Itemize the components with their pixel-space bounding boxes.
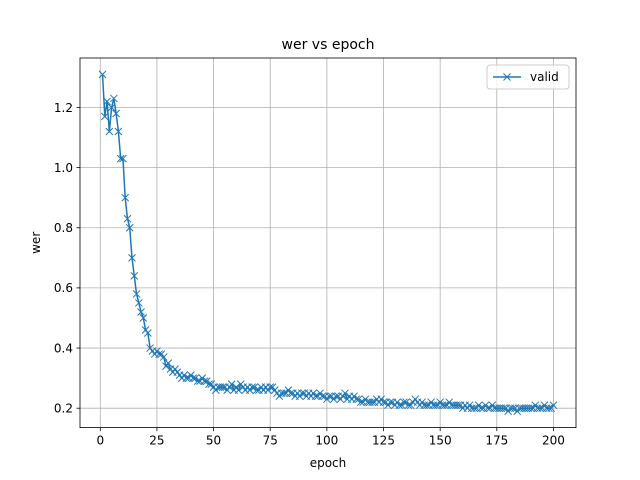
data-point-marker: [132, 290, 141, 298]
data-point-marker: [404, 401, 413, 410]
data-point-marker: [508, 404, 517, 413]
data-point-marker: [114, 127, 123, 136]
data-point-marker: [103, 97, 111, 106]
data-point-marker: [100, 112, 109, 121]
data-point-marker: [440, 401, 449, 410]
data-point-marker: [357, 398, 365, 407]
y-axis-label: wer: [29, 232, 43, 254]
y-tick-label: 1.0: [54, 161, 73, 175]
data-point-marker: [200, 377, 209, 385]
data-point-marker: [311, 392, 320, 401]
x-tick-label: 100: [315, 434, 338, 448]
x-axis-label: epoch: [310, 456, 347, 470]
x-tick-label: 50: [206, 434, 221, 448]
data-point-marker: [139, 314, 148, 322]
data-point-marker: [379, 398, 388, 407]
legend: valid: [486, 64, 570, 90]
y-tick-label: 0.8: [54, 221, 73, 235]
legend-label: valid: [530, 70, 559, 84]
data-point-marker: [193, 377, 202, 385]
data-point-marker: [549, 401, 558, 410]
x-tick-label: 200: [542, 434, 565, 448]
data-point-marker: [252, 386, 261, 395]
legend-marker: [503, 73, 511, 81]
data-point-marker: [107, 103, 116, 112]
data-point-marker: [341, 389, 349, 398]
data-point-marker: [128, 253, 136, 262]
data-point-marker: [119, 154, 127, 163]
data-point-marker: [164, 359, 173, 367]
data-point-marker: [110, 94, 118, 103]
data-point-marker: [155, 350, 164, 358]
data-point-marker: [483, 404, 492, 413]
data-point-marker: [526, 404, 535, 413]
data-point-marker: [98, 70, 107, 79]
data-point-marker: [205, 380, 213, 388]
data-point-marker: [159, 353, 168, 361]
chart-title: wer vs epoch: [282, 37, 375, 53]
data-point-marker: [248, 383, 256, 392]
y-tick-label: 0.2: [54, 402, 73, 416]
grid: [80, 58, 576, 428]
y-tick-label: 1.2: [54, 101, 73, 115]
data-point-marker: [218, 383, 227, 392]
data-point-marker: [137, 308, 145, 316]
x-tick-label: 25: [149, 434, 164, 448]
data-point-marker: [332, 392, 340, 401]
y-tick-label: 0.4: [54, 341, 73, 355]
data-point-marker: [395, 401, 404, 410]
data-point-marker: [123, 214, 132, 223]
data-point-marker: [400, 398, 408, 407]
data-point-marker: [189, 374, 198, 382]
data-point-marker: [536, 404, 544, 413]
data-point-marker: [105, 127, 114, 136]
data-point-marker: [144, 329, 152, 337]
data-point-marker: [422, 401, 431, 410]
plot-area-frame: [79, 57, 577, 429]
data-point-marker: [431, 401, 440, 410]
data-point-marker: [325, 392, 333, 401]
data-point-marker: [499, 404, 508, 413]
data-point-marker: [477, 404, 485, 413]
data-point-marker: [318, 392, 327, 401]
series-layer: [98, 70, 558, 416]
y-axis: 0.2 0.4 0.6 0.8 1.0 1.2: [54, 101, 80, 416]
x-axis: 0 25 50 75 100 125 150 175 200: [96, 427, 565, 448]
data-point-marker: [286, 389, 295, 398]
data-point-marker: [130, 272, 139, 280]
data-point-marker: [112, 109, 120, 118]
data-point-marker: [234, 386, 243, 395]
x-tick-label: 175: [485, 434, 508, 448]
data-point-marker: [279, 389, 288, 398]
y-tick-label: 0.6: [54, 281, 73, 295]
data-point-marker: [470, 404, 479, 413]
data-point-marker: [266, 383, 275, 392]
data-point-marker: [454, 401, 463, 410]
data-point-marker: [386, 398, 395, 407]
x-tick-label: 75: [263, 434, 278, 448]
data-point-marker: [116, 154, 125, 163]
x-tick-label: 150: [429, 434, 452, 448]
x-tick-label: 0: [96, 434, 104, 448]
data-point-marker: [227, 380, 236, 388]
data-point-marker: [545, 404, 553, 413]
x-tick-label: 125: [372, 434, 395, 448]
data-point-marker: [125, 223, 134, 232]
data-point-marker: [298, 389, 306, 398]
data-point-marker: [121, 193, 130, 202]
data-point-marker: [182, 374, 191, 382]
data-point-marker: [134, 299, 143, 307]
data-point-marker: [352, 395, 361, 404]
legend-box: [486, 64, 570, 90]
data-point-marker: [368, 398, 377, 407]
